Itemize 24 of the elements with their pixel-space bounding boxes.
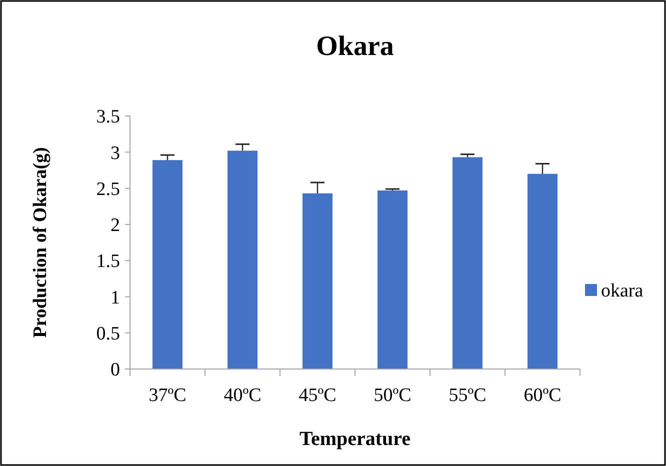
x-tick-label: 40ºC [224, 385, 262, 406]
bar [378, 190, 408, 369]
bar [302, 193, 332, 369]
y-tick-label: 1 [110, 287, 120, 308]
x-tick-label: 55ºC [448, 385, 486, 406]
bar [452, 157, 482, 369]
bar [228, 150, 258, 369]
legend-label: okara [601, 280, 644, 302]
y-tick-label: 3.5 [96, 106, 120, 128]
x-tick-label: 45ºC [298, 385, 336, 406]
x-axis-title: Temperature [299, 428, 411, 450]
y-tick-label: 2.5 [96, 178, 120, 200]
y-tick-label: 3 [110, 142, 120, 164]
x-tick-label: 60ºC [524, 385, 562, 406]
y-tick-label: 0 [110, 360, 120, 381]
y-axis-title: Production of Okara(g) [30, 147, 51, 338]
bar [152, 160, 182, 369]
x-tick-label: 50ºC [374, 385, 412, 406]
y-tick-label: 1.5 [96, 251, 120, 272]
y-tick-label: 0.5 [96, 324, 120, 345]
x-tick-label: 37ºC [148, 385, 186, 406]
y-tick-label: 2 [110, 215, 120, 236]
bar [528, 174, 558, 369]
chart-title: Okara [316, 31, 394, 62]
